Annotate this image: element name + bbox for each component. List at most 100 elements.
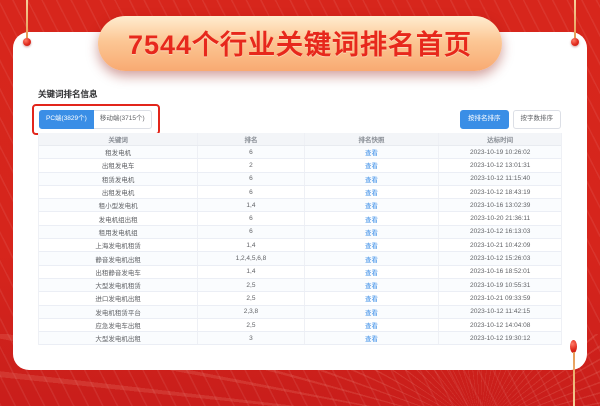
- time-cell: 2023-10-16 18:52:01: [469, 268, 531, 276]
- snapshot-cell: 查看: [305, 199, 440, 212]
- tabs-highlight-box: PC端(3829个) 移动端(3715个): [32, 104, 160, 135]
- table-row: 出租发电机 6 查看 2023-10-12 18:43:19: [39, 185, 561, 200]
- table-row: 进口发电机出租 2,5 查看 2023-10-21 09:33:59: [39, 292, 561, 306]
- keyword-cell: 租赁发电机: [39, 172, 199, 185]
- snapshot-cell: 查看: [305, 305, 440, 318]
- keyword-cell: 静音发电机出租: [39, 252, 199, 265]
- hanging-pin-bottom-right: [570, 340, 577, 406]
- header-time: 达标时间: [487, 137, 514, 144]
- rank-cell: 1,2,4,5,6,8: [198, 252, 305, 265]
- keyword-cell: 大型发电机租赁: [39, 278, 199, 292]
- sort-by-rank-button[interactable]: 按排名排序: [460, 110, 509, 129]
- rank-cell: 1,4: [198, 239, 305, 252]
- rank-cell: 2,5: [198, 278, 305, 292]
- rank-cell: 6: [198, 225, 305, 239]
- snapshot-cell: 查看: [305, 185, 440, 199]
- snapshot-view-link[interactable]: 查看: [365, 150, 379, 158]
- hanging-string-right: [571, 0, 579, 46]
- snapshot-view-link[interactable]: 查看: [365, 256, 379, 264]
- snapshot-cell: 查看: [305, 146, 440, 159]
- red-dot-left: [23, 38, 31, 46]
- time-cell: 2023-10-12 18:43:19: [469, 188, 531, 196]
- table-row: 租小型发电机 1,4 查看 2023-10-16 13:02:39: [39, 199, 561, 213]
- snapshot-cell: 查看: [305, 239, 440, 252]
- table-row: 租用发电机组 6 查看 2023-10-12 16:13:03: [39, 225, 561, 240]
- time-cell: 2023-10-12 11:42:15: [470, 308, 531, 316]
- rank-cell: 6: [198, 185, 305, 199]
- keyword-cell: 租小型发电机: [39, 199, 199, 212]
- table-row: 发电机组出租 6 查看 2023-10-20 21:36:11: [39, 212, 561, 226]
- keyword-cell: 出租静音发电车: [39, 265, 199, 278]
- snapshot-cell: 查看: [305, 318, 440, 332]
- rank-cell: 2: [198, 159, 305, 172]
- rank-cell: 2,5: [198, 292, 305, 305]
- header-keyword: 关键词: [39, 133, 199, 145]
- snapshot-cell: 查看: [305, 225, 440, 239]
- tab-pc[interactable]: PC端(3829个): [39, 110, 94, 129]
- time-cell: 2023-10-21 10:42:09: [469, 241, 531, 249]
- table-row: 应急发电车出租 2,5 查看 2023-10-12 14:04:08: [39, 318, 561, 333]
- snapshot-view-link[interactable]: 查看: [365, 336, 379, 344]
- sort-buttons: 按排名排序 按字数排序: [460, 110, 561, 129]
- snapshot-view-link[interactable]: 查看: [365, 323, 379, 330]
- time-cell: 2023-10-12 15:26:03: [469, 255, 531, 263]
- table-row: 大型发电机出租 3 查看 2023-10-12 19:30:12: [39, 332, 561, 346]
- banner: 7544个行业关键词排名首页: [97, 16, 503, 71]
- rank-cell: 6: [198, 212, 305, 225]
- red-dot-right: [571, 38, 579, 46]
- snapshot-view-link[interactable]: 查看: [365, 176, 379, 184]
- snapshot-view-link[interactable]: 查看: [365, 229, 379, 237]
- time-cell: 2023-10-16 13:02:39: [469, 201, 531, 209]
- table-row: 出租静音发电车 1,4 查看 2023-10-16 18:52:01: [39, 265, 561, 279]
- snapshot-view-link[interactable]: 查看: [365, 216, 379, 224]
- snapshot-view-link[interactable]: 查看: [365, 190, 379, 198]
- rank-cell: 3: [198, 332, 305, 345]
- section-title: 关键词排名信息: [38, 89, 98, 99]
- time-cell: 2023-10-12 19:30:12: [469, 334, 531, 342]
- table-row: 上海发电机租赁 1,4 查看 2023-10-21 10:42:09: [39, 239, 561, 253]
- snapshot-view-link[interactable]: 查看: [365, 269, 379, 277]
- header-rank: 排名: [198, 133, 305, 145]
- snapshot-cell: 查看: [305, 278, 440, 292]
- rank-cell: 6: [198, 172, 305, 185]
- keyword-cell: 大型发电机出租: [39, 332, 199, 345]
- keyword-cell: 上海发电机租赁: [39, 239, 199, 252]
- snapshot-cell: 查看: [305, 212, 440, 225]
- tab-mobile[interactable]: 移动端(3715个): [93, 110, 152, 129]
- snapshot-view-link[interactable]: 查看: [365, 203, 379, 211]
- keyword-cell: 出租发电车: [39, 159, 199, 172]
- snapshot-cell: 查看: [305, 159, 440, 172]
- pin-string: [573, 352, 575, 406]
- rank-cell: 2,3,8: [198, 305, 305, 318]
- red-dot-bottom-right: [570, 340, 577, 353]
- rank-cell: 1,4: [198, 199, 305, 212]
- keyword-ranking-table: 关键词 排名 排名快照 达标时间 租发电机 6 查看 2023-10-19 10:26…: [38, 133, 562, 346]
- snapshot-view-link[interactable]: 查看: [365, 296, 379, 304]
- rank-cell: 1,4: [198, 265, 305, 278]
- keyword-cell: 发电机组出租: [39, 212, 199, 225]
- table-header-row: 关键词 排名 排名快照 达标时间: [39, 133, 561, 146]
- table-row: 出租发电车 2 查看 2023-10-12 13:01:31: [39, 159, 561, 173]
- snapshot-view-link[interactable]: 查看: [365, 283, 379, 291]
- keyword-cell: 租发电机: [39, 146, 199, 159]
- time-cell: 2023-10-21 09:33:59: [469, 294, 531, 302]
- snapshot-view-link[interactable]: 查看: [365, 309, 379, 317]
- snapshot-cell: 查看: [305, 292, 440, 305]
- table-body: 租发电机 6 查看 2023-10-19 10:26:02 出租发电车 2 查看 2023-1…: [39, 146, 561, 346]
- keyword-cell: 发电机租赁平台: [39, 305, 199, 318]
- time-cell: 2023-10-19 10:26:02: [469, 148, 531, 156]
- rank-cell: 6: [198, 146, 305, 159]
- time-cell: 2023-10-12 11:15:40: [470, 175, 531, 183]
- rank-cell: 2,5: [198, 318, 305, 332]
- table-row: 大型发电机租赁 2,5 查看 2023-10-19 10:55:31: [39, 278, 561, 293]
- sort-by-wordcount-button[interactable]: 按字数排序: [512, 110, 561, 129]
- time-cell: 2023-10-20 21:36:11: [470, 215, 531, 223]
- snapshot-view-link[interactable]: 查看: [365, 163, 379, 171]
- keyword-cell: 租用发电机组: [39, 225, 199, 239]
- time-cell: 2023-10-12 14:04:08: [469, 321, 531, 329]
- keyword-cell: 出租发电机: [39, 185, 199, 199]
- keyword-cell: 应急发电车出租: [39, 318, 199, 332]
- time-cell: 2023-10-12 16:13:03: [469, 228, 531, 236]
- snapshot-view-link[interactable]: 查看: [365, 243, 379, 251]
